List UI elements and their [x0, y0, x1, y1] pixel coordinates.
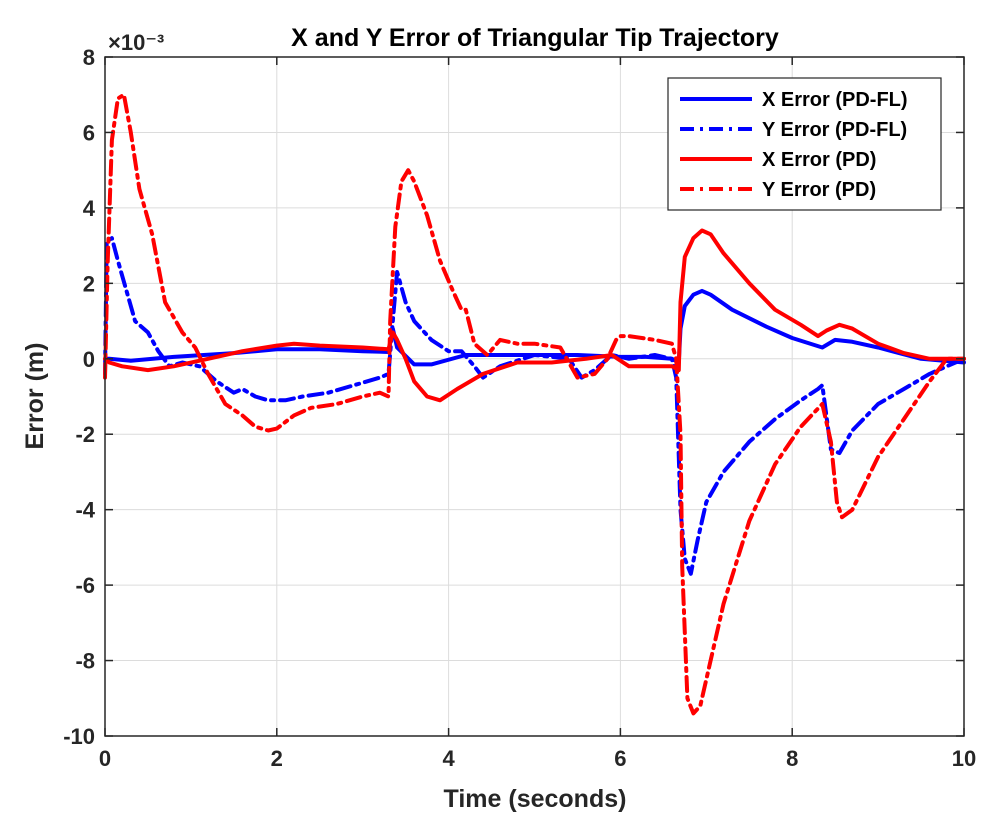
- x-tick-label: 10: [952, 746, 976, 771]
- ticks: [104, 56, 965, 737]
- legend-label: X Error (PD-FL): [762, 89, 908, 111]
- legend-entries: X Error (PD-FL) Y Error (PD-FL) X Error (P…: [680, 89, 908, 201]
- y-tick-label: 0: [83, 347, 95, 372]
- x-tick-label: 4: [442, 746, 455, 771]
- y-tick-label: 6: [83, 120, 95, 145]
- series-line-x-error-pd: [103, 228, 966, 403]
- y-tick-label: 8: [83, 45, 95, 70]
- series-line-y-error-pd: [103, 92, 966, 716]
- y-tick-label: -2: [75, 422, 95, 447]
- y-tick-label: -8: [75, 649, 95, 674]
- series-layer: [103, 92, 966, 716]
- y-tick-label: -4: [75, 498, 95, 523]
- x-tick-label: 6: [614, 746, 626, 771]
- y-tick-label: -10: [63, 724, 95, 749]
- legend: X Error (PD-FL) Y Error (PD-FL) X Error (P…: [667, 77, 942, 211]
- x-tick-label: 2: [271, 746, 283, 771]
- plot-frame: [104, 56, 965, 737]
- legend-label: X Error (PD): [762, 149, 876, 171]
- tick-labels: 0 2 4 6 8 10 -10 -8 -6 -4 -2 0 2 4 6 8: [63, 45, 976, 771]
- legend-label: Y Error (PD-FL): [762, 119, 907, 141]
- y-tick-label: -6: [75, 573, 95, 598]
- y-axis-label: Error (m): [21, 343, 49, 450]
- x-tick-label: 0: [99, 746, 111, 771]
- x-tick-label: 8: [786, 746, 798, 771]
- series-line-y-error-pd-fl: [103, 236, 966, 576]
- x-axis-label: Time (seconds): [444, 785, 627, 813]
- chart-title: X and Y Error of Triangular Tip Trajecto…: [291, 24, 779, 52]
- y-tick-label: 2: [83, 271, 95, 296]
- y-exponent-label: ×10⁻³: [108, 30, 164, 55]
- y-tick-label: 4: [83, 196, 96, 221]
- legend-label: Y Error (PD): [762, 179, 876, 201]
